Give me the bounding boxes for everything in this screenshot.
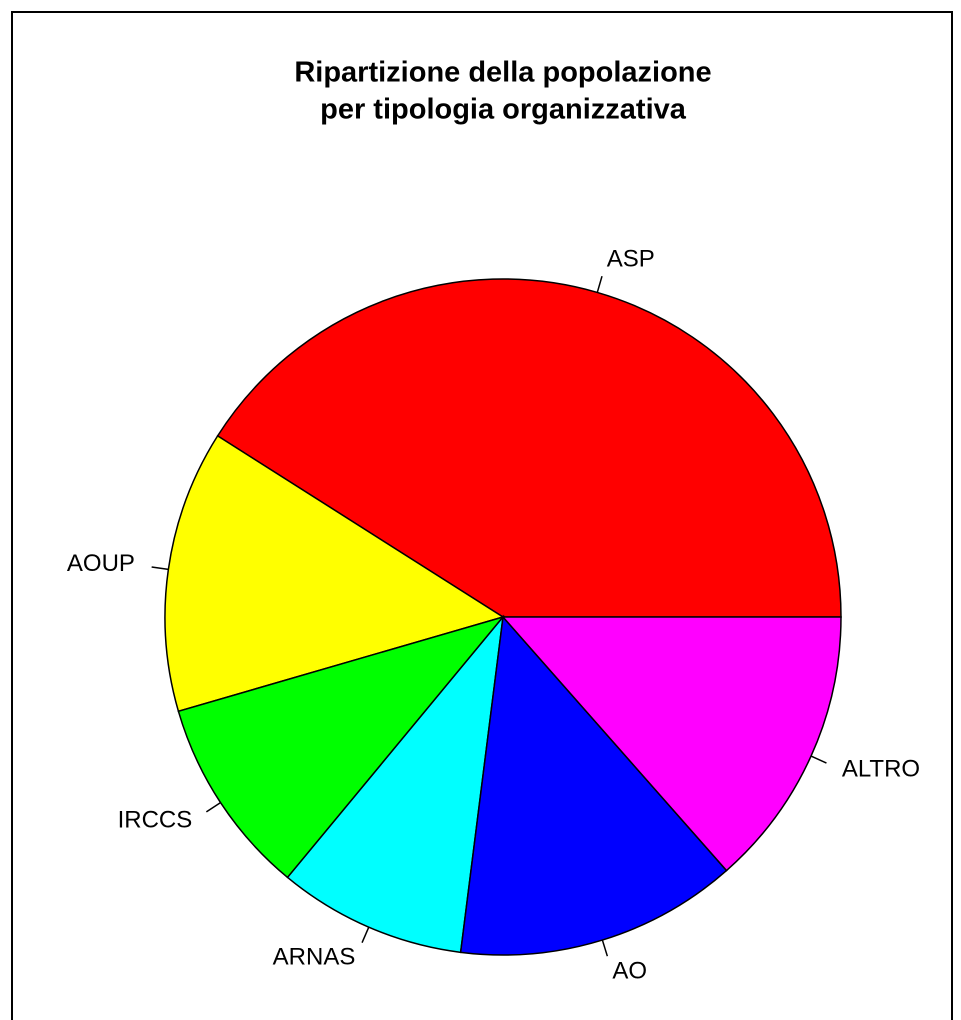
- slice-label: AOUP: [67, 550, 135, 577]
- label-tick: [810, 755, 827, 764]
- pie-slice: [216, 278, 842, 618]
- pie-slice: [164, 434, 505, 713]
- pie-slice: [177, 615, 506, 879]
- pie-slice: [286, 614, 505, 954]
- slice-label: IRCCS: [118, 806, 193, 833]
- slice-label: ASP: [607, 245, 655, 272]
- frame: [11, 11, 953, 1020]
- slice-label: ALTRO: [842, 755, 920, 782]
- pie-slice: [501, 616, 842, 872]
- label-tick: [596, 275, 603, 293]
- label-tick: [601, 939, 609, 957]
- label-tick: [205, 801, 221, 813]
- slice-label: AO: [612, 958, 647, 985]
- slice-label: ARNAS: [273, 944, 356, 971]
- pie-slice: [459, 615, 728, 956]
- chart-title: Ripartizione della popolazione: [294, 57, 711, 89]
- chart-title: per tipologia organizzativa: [320, 94, 687, 126]
- label-tick: [151, 566, 169, 571]
- label-tick: [361, 926, 370, 944]
